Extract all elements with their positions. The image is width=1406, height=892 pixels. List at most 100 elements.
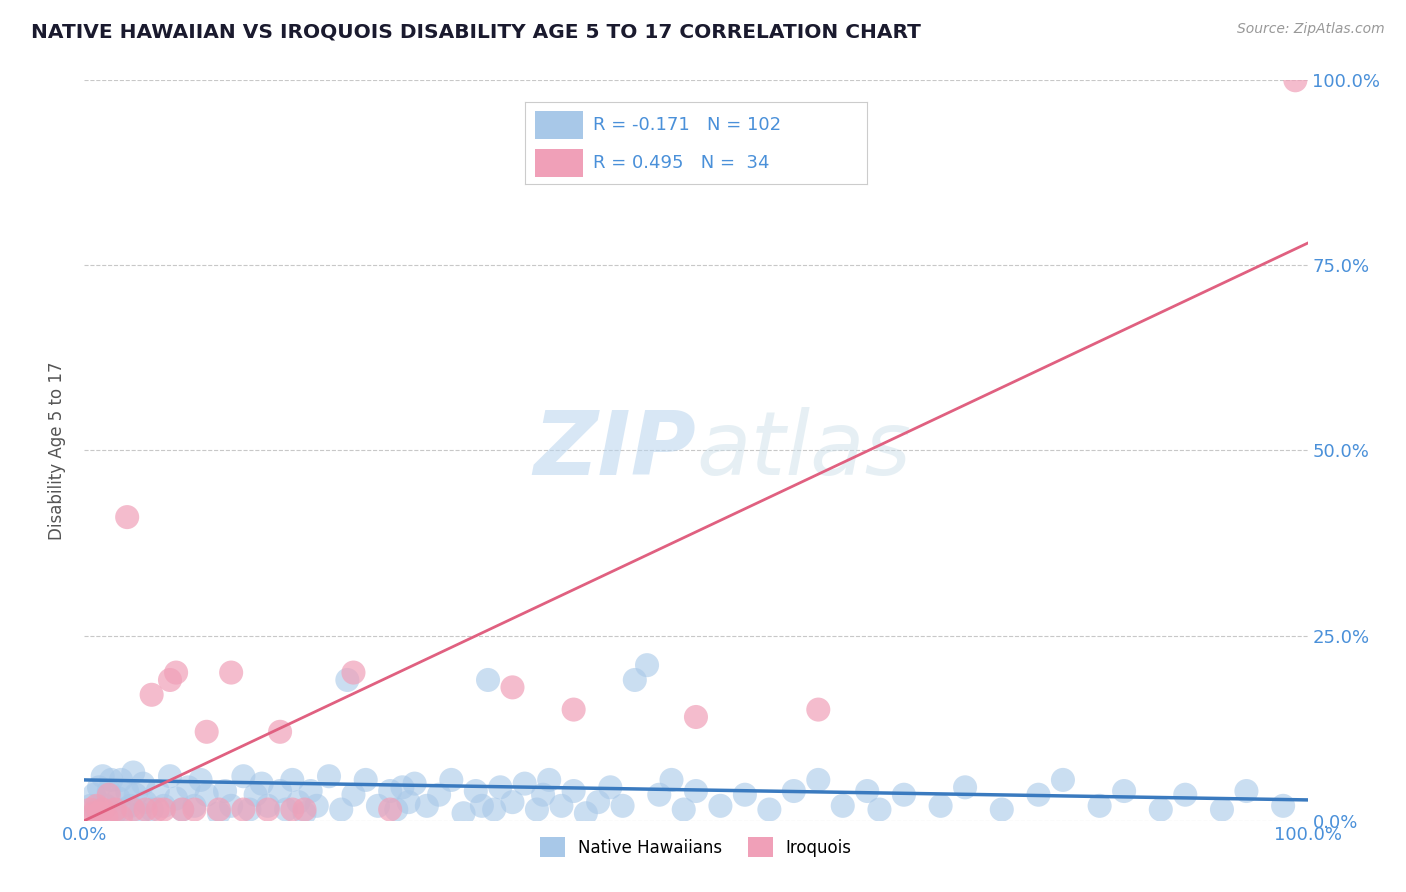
Point: [219, 798, 242, 813]
Point: [416, 798, 439, 813]
Point: [648, 788, 671, 802]
Point: [281, 803, 304, 817]
Point: [141, 688, 163, 702]
Point: [294, 806, 316, 821]
Point: [107, 791, 129, 805]
Point: [385, 803, 408, 817]
Point: [586, 795, 609, 809]
Point: [526, 803, 548, 817]
Point: [238, 803, 260, 817]
Point: [172, 803, 194, 817]
Point: [734, 788, 756, 802]
Point: [122, 765, 145, 780]
Point: [427, 788, 450, 802]
Point: [398, 795, 420, 809]
Point: [807, 772, 830, 787]
Point: [661, 772, 683, 787]
Point: [97, 788, 120, 802]
Point: [165, 791, 187, 805]
Point: [87, 780, 110, 795]
Point: [318, 769, 340, 783]
Point: [342, 788, 364, 802]
Point: [232, 803, 254, 817]
Point: [115, 784, 138, 798]
Point: [953, 780, 976, 795]
Point: [1211, 803, 1233, 817]
Point: [165, 665, 187, 680]
Point: [575, 806, 598, 821]
Point: [146, 803, 169, 817]
Point: [502, 795, 524, 809]
Point: [128, 806, 150, 821]
Point: [1174, 788, 1197, 802]
Point: [685, 784, 707, 798]
Point: [122, 803, 145, 817]
Point: [342, 665, 364, 680]
Y-axis label: Disability Age 5 to 17: Disability Age 5 to 17: [48, 361, 66, 540]
Point: [87, 806, 110, 821]
Point: [294, 803, 316, 817]
Point: [120, 798, 142, 813]
Point: [183, 798, 205, 813]
Point: [612, 798, 634, 813]
Point: [183, 803, 205, 817]
Point: [110, 772, 132, 787]
Point: [513, 776, 536, 791]
Point: [190, 772, 212, 787]
Point: [110, 810, 132, 824]
Point: [86, 798, 108, 813]
Point: [1114, 784, 1136, 798]
Point: [624, 673, 647, 687]
Point: [276, 803, 298, 817]
Point: [208, 803, 231, 817]
Point: [391, 780, 413, 795]
Point: [104, 806, 127, 821]
Point: [86, 803, 108, 817]
Text: NATIVE HAWAIIAN VS IROQUOIS DISABILITY AGE 5 TO 17 CORRELATION CHART: NATIVE HAWAIIAN VS IROQUOIS DISABILITY A…: [31, 22, 921, 41]
Point: [153, 803, 176, 817]
Point: [232, 769, 254, 783]
Point: [115, 510, 138, 524]
Point: [208, 806, 231, 821]
Point: [91, 769, 114, 783]
Point: [562, 784, 585, 798]
Point: [195, 788, 218, 802]
Point: [159, 673, 181, 687]
Point: [91, 803, 114, 817]
Point: [758, 803, 780, 817]
Point: [219, 665, 242, 680]
Point: [856, 784, 879, 798]
Point: [489, 780, 512, 795]
Point: [1236, 784, 1258, 798]
Point: [367, 798, 389, 813]
Point: [96, 810, 118, 824]
Point: [125, 788, 148, 802]
Point: [146, 784, 169, 798]
Point: [1052, 772, 1074, 787]
Point: [257, 798, 280, 813]
Point: [709, 798, 731, 813]
Point: [269, 724, 291, 739]
Point: [214, 784, 236, 798]
Point: [502, 681, 524, 695]
Point: [807, 703, 830, 717]
Point: [893, 788, 915, 802]
Legend: Native Hawaiians, Iroquois: Native Hawaiians, Iroquois: [533, 830, 859, 864]
Point: [250, 776, 273, 791]
Point: [159, 769, 181, 783]
Point: [783, 784, 806, 798]
Point: [477, 673, 499, 687]
Point: [79, 803, 101, 817]
Point: [336, 673, 359, 687]
Point: [287, 795, 309, 809]
Point: [299, 784, 322, 798]
Point: [177, 780, 200, 795]
Text: Source: ZipAtlas.com: Source: ZipAtlas.com: [1237, 22, 1385, 37]
Point: [135, 795, 157, 809]
Point: [79, 798, 101, 813]
Point: [380, 803, 402, 817]
Point: [100, 772, 122, 787]
Point: [1088, 798, 1111, 813]
Point: [245, 788, 267, 802]
Point: [97, 784, 120, 798]
